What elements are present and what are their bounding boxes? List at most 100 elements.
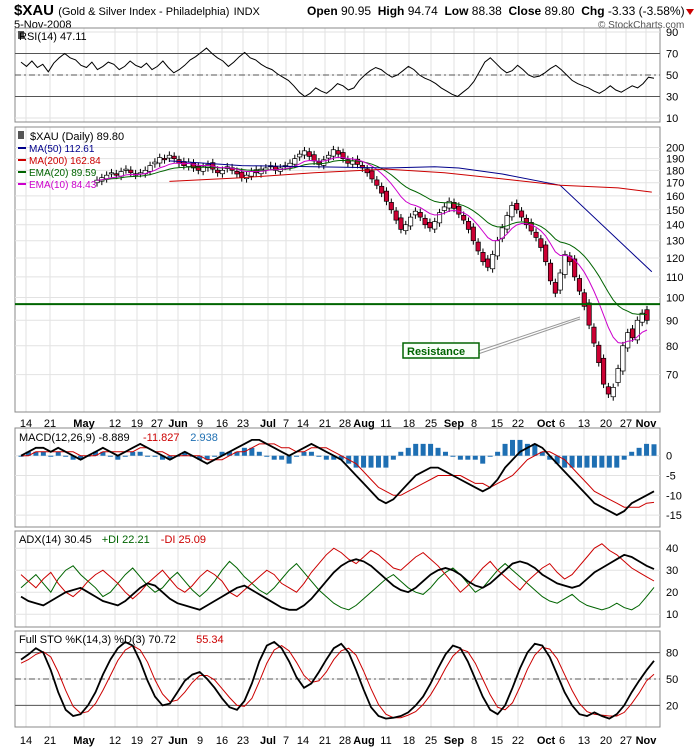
- legend-swatch: [18, 159, 26, 161]
- macd-histogram-bar: [249, 447, 255, 456]
- date-tick-label: 13: [578, 735, 590, 747]
- macd-histogram-bar: [145, 455, 151, 457]
- candle-body: [432, 221, 438, 230]
- sto-series-k: [20, 640, 655, 720]
- macd-histogram-bar: [629, 451, 635, 456]
- resistance-pointer: [477, 316, 581, 352]
- macd-histogram-bar: [457, 455, 463, 460]
- macd-histogram-bar: [234, 451, 240, 456]
- price-legend-entry: MA(200) 162.84: [29, 156, 101, 167]
- macd-histogram-bar: [644, 443, 650, 456]
- legend-swatch: [18, 147, 26, 149]
- macd-histogram-bar: [271, 455, 277, 460]
- date-tick-label: 27: [620, 735, 632, 747]
- price-y-tick-label: 130: [666, 236, 684, 248]
- high-value: 94.74: [407, 4, 438, 18]
- macd-histogram-bar: [375, 455, 381, 468]
- candle-body: [403, 224, 409, 232]
- adx-legend-entry: -DI 25.09: [161, 534, 206, 546]
- date-tick-label: 12: [109, 735, 121, 747]
- candle-body: [340, 152, 346, 160]
- candle-body: [639, 312, 645, 323]
- text-layer: 14 21 May 12 19 27 Jun 9 16 23 Jul 7 14 21 28 Aug 11 18 25…: [18, 27, 684, 747]
- sto-y-tick-label: 20: [666, 700, 678, 712]
- macd-histogram-bar: [323, 455, 329, 460]
- macd-histogram-bar: [279, 455, 285, 460]
- macd-histogram-bar: [390, 455, 396, 460]
- macd-histogram-bar: [651, 444, 657, 456]
- macd-histogram-bar: [264, 455, 270, 457]
- macd-histogram-bar: [450, 455, 456, 457]
- date-tick-label: 21: [319, 735, 331, 747]
- date-tick-label: 21: [44, 735, 56, 747]
- macd-histogram-bar: [18, 455, 24, 457]
- date-tick-label: 21: [319, 418, 331, 430]
- price-y-tick-label: 160: [666, 191, 684, 203]
- candle-body: [326, 154, 332, 159]
- candle-body: [306, 151, 312, 157]
- candle-body: [166, 154, 172, 159]
- macd-histogram-bar: [107, 455, 113, 457]
- macd-histogram-bar: [569, 455, 575, 468]
- candle-body: [523, 217, 529, 226]
- macd-y-tick-label: 0: [666, 451, 672, 463]
- marks-layer: [15, 47, 660, 720]
- price-y-tick-label: 110: [666, 272, 684, 284]
- candle-body: [248, 171, 254, 177]
- high-label: High: [377, 4, 405, 18]
- candle-body: [350, 160, 356, 165]
- candle-body: [292, 158, 298, 165]
- macd-histogram-bar: [383, 455, 389, 468]
- date-tick-label: 14: [20, 735, 32, 747]
- candle-body: [552, 282, 558, 294]
- macd-histogram-bar: [137, 451, 143, 456]
- candle-body: [456, 205, 462, 215]
- candle-body: [330, 149, 336, 157]
- candle-body: [301, 150, 308, 156]
- rsi-y-tick-label: 70: [666, 49, 678, 61]
- candle-body: [519, 210, 525, 218]
- close-value: 89.80: [544, 4, 575, 18]
- date-tick-label: 8: [471, 418, 477, 430]
- rsi-series-rsi14: [20, 47, 655, 98]
- date-tick-label: 21: [44, 418, 56, 430]
- macd-histogram-bar: [167, 455, 173, 460]
- date-tick-label: Jun: [168, 735, 188, 747]
- price-panel-icon: [18, 131, 24, 139]
- candle-body: [504, 215, 510, 230]
- grid-layer: [14, 27, 661, 728]
- candle-body: [461, 214, 467, 221]
- candle-body: [451, 202, 457, 209]
- adx-series-di: [20, 560, 655, 611]
- macd-histogram-bar: [353, 455, 359, 468]
- rsi-y-tick-label: 90: [666, 27, 678, 39]
- candle-body: [475, 241, 481, 252]
- rsi-y-tick-label: 30: [666, 92, 678, 104]
- candle-body: [422, 217, 428, 226]
- candle-body: [123, 168, 129, 171]
- rsi-y-tick-label: 50: [666, 70, 678, 82]
- price-y-tick-label: 180: [666, 165, 684, 177]
- date-tick-label: 19: [131, 418, 143, 430]
- candle-body: [601, 357, 607, 385]
- candle-body: [388, 202, 394, 211]
- price-y-tick-label: 100: [666, 292, 684, 304]
- macd-histogram-bar: [465, 455, 471, 460]
- macd-histogram-bar: [122, 455, 128, 457]
- macd-histogram-bar: [614, 455, 620, 468]
- ohlc-summary: Open 90.95 High 94.74 Low 88.38 Close 89…: [307, 4, 685, 18]
- date-tick-label: 22: [512, 418, 524, 430]
- panel-frame-macd: [14, 427, 661, 528]
- resistance-label: Resistance: [407, 346, 465, 358]
- candle-body: [219, 169, 225, 175]
- date-tick-label: Jul: [260, 735, 276, 747]
- rsi-panel-icon: [18, 31, 24, 39]
- macd-histogram-bar: [331, 455, 337, 460]
- candle-body: [446, 200, 452, 209]
- candle-body: [157, 157, 163, 164]
- macd-histogram-bar: [286, 455, 292, 464]
- date-tick-label: 22: [512, 735, 524, 747]
- candle-body: [113, 173, 119, 176]
- macd-histogram-bar: [294, 455, 300, 457]
- candle-body: [465, 220, 472, 230]
